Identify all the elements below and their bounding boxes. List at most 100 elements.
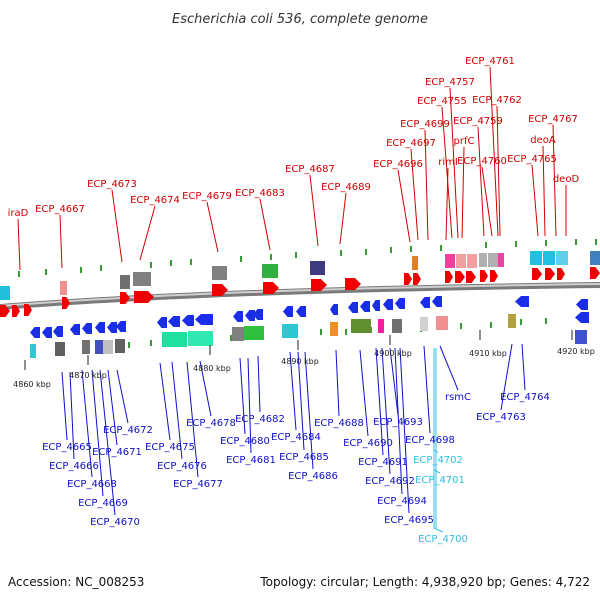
reverse-gene-arrow (330, 304, 338, 315)
forward-gene-arrow (590, 267, 600, 279)
bottom-gene-label: ECP_4700 (418, 534, 468, 545)
reverse-gene-block (436, 316, 448, 330)
forward-gene-arrow (466, 271, 476, 283)
top-gene-label: ECP_4696 (373, 159, 423, 170)
bottom-gene-label: ECP_4671 (92, 447, 142, 458)
topology-text: Topology: circular; Length: 4,938,920 bp… (259, 575, 590, 589)
forward-gene-arrow (545, 268, 555, 280)
top-gene-label: ECP_4767 (528, 114, 578, 125)
kbp-ticks: 4860 kbp 4870 kbp 4880 kbp 4890 kbp 4900 kbp… (13, 330, 595, 389)
reverse-gene-block (378, 319, 384, 333)
bottom-gene-label: ECP_4685 (279, 452, 329, 463)
bottom-gene-label: ECP_4701 (415, 475, 465, 486)
forward-gene-arrow (311, 279, 327, 291)
forward-gene-block (212, 266, 227, 280)
kbp-tick-label: 4880 kbp (193, 364, 231, 373)
reverse-gene-arrow (233, 311, 243, 322)
forward-strand-features (0, 251, 600, 317)
kbp-tick-label: 4900 kbp (374, 349, 412, 358)
bottom-gene-label: ECP_4675 (145, 442, 195, 453)
reverse-gene-arrow (296, 306, 306, 317)
map-title: Escherichia coli 536, complete genome (172, 12, 428, 27)
reverse-gene-arrow (420, 297, 430, 308)
kbp-tick-label: 4890 kbp (281, 357, 319, 366)
reverse-gene-arrow (182, 315, 194, 326)
forward-gene-arrow (62, 297, 70, 309)
forward-gene-block (445, 254, 455, 268)
bottom-gene-label: ECP_4688 (314, 418, 364, 429)
forward-gene-block (12, 286, 19, 300)
forward-gene-block (0, 286, 10, 300)
bottom-gene-label: ECP_4691 (358, 457, 408, 468)
bottom-gene-label: ECP_4681 (226, 455, 276, 466)
reverse-gene-block (392, 319, 402, 333)
forward-gene-block (262, 264, 278, 278)
top-gene-label: rimI (438, 157, 458, 168)
reverse-gene-block (232, 327, 244, 341)
reverse-gene-block (55, 342, 65, 356)
kbp-tick-label: 4860 kbp (13, 380, 51, 389)
reverse-gene-block (575, 330, 587, 344)
reverse-gene-arrow (157, 317, 167, 328)
reverse-gene-arrow (82, 323, 92, 334)
top-gene-label: ECP_4673 (87, 179, 137, 190)
forward-gene-block (133, 272, 151, 286)
reverse-gene-arrow (348, 302, 358, 313)
top-gene-label: ECP_4679 (182, 191, 232, 202)
forward-gene-block (590, 251, 600, 265)
reverse-gene-block (188, 331, 213, 346)
kbp-tick-label: 4870 kbp (69, 371, 107, 380)
forward-gene-block (556, 251, 568, 265)
forward-gene-arrow (445, 271, 453, 283)
reverse-gene-arrow (30, 327, 40, 338)
reverse-gene-arrow (53, 326, 63, 337)
bottom-gene-label: ECP_4763 (476, 412, 526, 423)
bottom-gene-label: ECP_4764 (500, 392, 550, 403)
forward-gene-block (530, 251, 542, 265)
forward-gene-block (543, 251, 555, 265)
bottom-gene-label: ECP_4677 (173, 479, 223, 490)
reverse-gene-arrow (432, 296, 442, 307)
bottom-gene-label: ECP_4690 (343, 438, 393, 449)
top-gene-label: prfC (454, 136, 475, 147)
top-gene-label: ECP_4757 (425, 77, 475, 88)
reverse-gene-block (244, 326, 264, 340)
reverse-gene-block (508, 314, 516, 328)
forward-gene-arrow (532, 268, 542, 280)
top-gene-label: ECP_4697 (386, 138, 436, 149)
forward-gene-arrow (134, 291, 154, 303)
forward-gene-arrow (404, 273, 412, 285)
forward-gene-arrow (455, 271, 465, 283)
forward-gene-block (498, 253, 504, 267)
reverse-gene-arrow (70, 324, 80, 335)
reverse-gene-arrow (42, 327, 52, 338)
top-gene-label: ECP_4760 (457, 156, 507, 167)
bottom-gene-label: ECP_4692 (365, 476, 415, 487)
bottom-gene-label: ECP_4665 (42, 442, 92, 453)
reverse-gene-arrow (253, 309, 263, 320)
top-gene-label: ECP_4687 (285, 164, 335, 175)
bottom-gene-label: ECP_4670 (90, 517, 140, 528)
reverse-gene-arrow (107, 322, 117, 333)
top-gene-label: ECP_4667 (35, 204, 85, 215)
top-gene-label: ECP_4699 (400, 119, 450, 130)
reverse-gene-block (330, 322, 338, 336)
bottom-gene-label: ECP_4686 (288, 471, 338, 482)
reverse-gene-block (103, 340, 113, 354)
forward-gene-block (456, 254, 466, 268)
forward-gene-block (412, 256, 418, 270)
reverse-gene-arrow (372, 300, 380, 311)
reverse-gene-block (95, 340, 103, 354)
forward-gene-arrow (557, 268, 565, 280)
forward-gene-block (310, 261, 325, 275)
reverse-gene-block (420, 317, 428, 331)
bottom-gene-labels: ECP_4665 ECP_4666 ECP_4668 ECP_4669 ECP_4670… (42, 392, 550, 545)
reverse-gene-block (115, 339, 125, 353)
reverse-gene-arrow (383, 299, 393, 310)
reverse-gene-arrow (95, 322, 105, 333)
forward-gene-arrow (0, 305, 10, 317)
top-gene-label: ECP_4765 (507, 154, 557, 165)
forward-gene-arrow (480, 270, 488, 282)
